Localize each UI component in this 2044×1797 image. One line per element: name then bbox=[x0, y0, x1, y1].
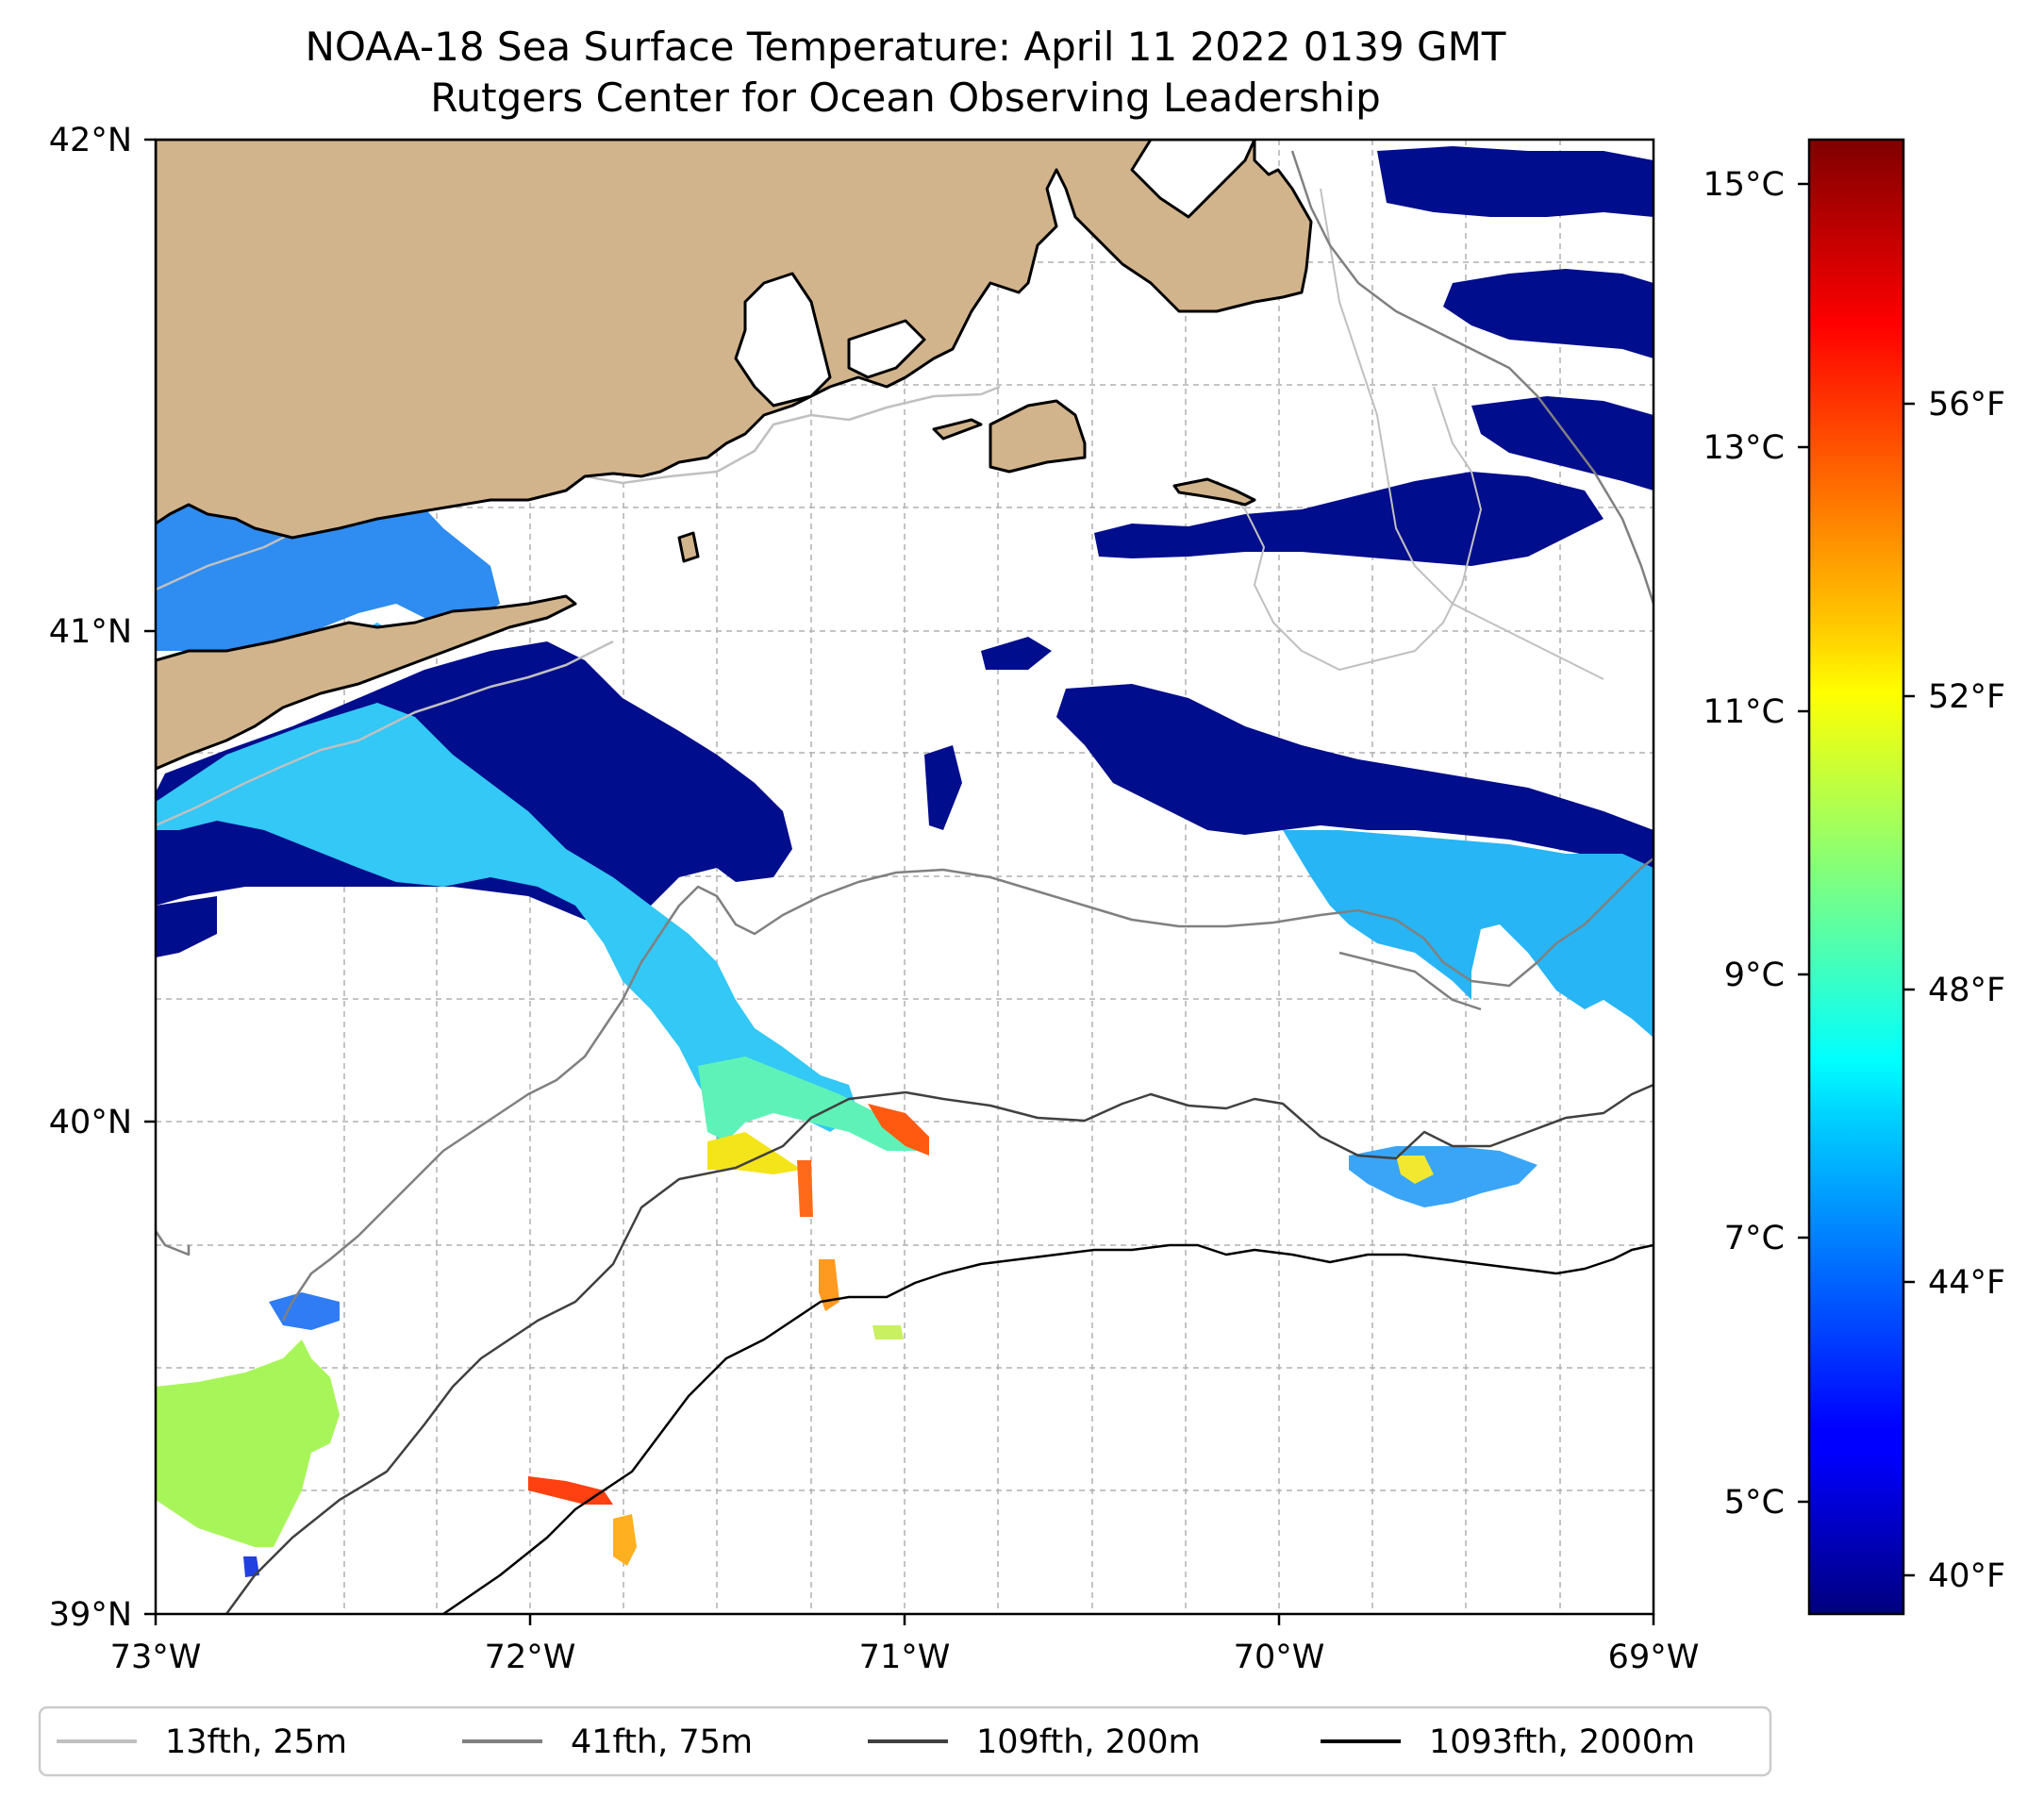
x-tick-label: 69°W bbox=[1608, 1639, 1700, 1676]
sst-fragment-canyon-3 bbox=[819, 1259, 839, 1311]
buzzards-bay bbox=[847, 319, 926, 379]
contour-25m-georges bbox=[1320, 188, 1604, 680]
sst-fragment-canyon-4 bbox=[872, 1325, 904, 1339]
colorbar-celsius-label: 9°C bbox=[1724, 957, 1785, 994]
contour-75m-2 bbox=[1290, 150, 1653, 605]
colorbar-celsius-label: 15°C bbox=[1703, 166, 1785, 204]
sst-southwest-cold-2 bbox=[243, 1556, 259, 1577]
y-tick-label: 42°N bbox=[49, 122, 132, 159]
y-tick-label: 41°N bbox=[49, 613, 132, 651]
colorbar-fahrenheit-label: 52°F bbox=[1928, 678, 2005, 716]
sst-cold-fragment-2 bbox=[924, 745, 962, 830]
x-tick-label: 71°W bbox=[859, 1639, 951, 1676]
sst-shelf-edge-patch bbox=[1349, 1146, 1537, 1207]
contour-75m-1 bbox=[156, 857, 1653, 1322]
contour-25m-2 bbox=[156, 640, 614, 827]
legend-label-25m: 13fth, 25m bbox=[165, 1723, 347, 1761]
colorbar-celsius-label: 11°C bbox=[1703, 693, 1785, 731]
sst-data bbox=[156, 140, 1653, 1577]
legend-label-75m: 41fth, 75m bbox=[571, 1723, 753, 1761]
legend: 13fth, 25m 41fth, 75m 109fth, 200m 1093f… bbox=[38, 1705, 1772, 1777]
sst-nantucket-cold bbox=[1056, 684, 1653, 868]
x-axis bbox=[154, 1614, 1655, 1625]
contour-75m-3 bbox=[1338, 951, 1482, 1011]
colorbar bbox=[1807, 138, 1905, 1616]
title-line-1: NOAA-18 Sea Surface Temperature: April 1… bbox=[306, 24, 1506, 70]
sst-warm-edge-1 bbox=[707, 1132, 802, 1174]
colorbar-fahrenheit-label: 48°F bbox=[1928, 972, 2005, 1009]
colorbar-celsius-label: 7°C bbox=[1724, 1220, 1785, 1257]
sst-cold-fragment-1 bbox=[981, 637, 1052, 670]
x-tick-label: 70°W bbox=[1234, 1639, 1325, 1676]
colorbar-celsius-label: 13°C bbox=[1703, 429, 1785, 467]
sst-green-patch-shelf bbox=[698, 1057, 924, 1151]
sst-southwest-cold-1 bbox=[269, 1292, 340, 1330]
legend-label-2000m: 1093fth, 2000m bbox=[1429, 1723, 1695, 1761]
y-tick-label: 39°N bbox=[49, 1596, 132, 1634]
narragansett-bay bbox=[734, 272, 832, 408]
sst-shelf-edge-warm bbox=[1396, 1156, 1434, 1184]
sst-nantucket-cyan bbox=[1283, 830, 1653, 1038]
title-line-2: Rutgers Center for Ocean Observing Leade… bbox=[430, 75, 1381, 121]
sst-georges-cold-4 bbox=[1377, 146, 1653, 217]
colorbar-celsius-label: 5°C bbox=[1724, 1484, 1785, 1522]
sst-fragment-canyon-2 bbox=[613, 1514, 637, 1566]
land-long-island bbox=[156, 594, 577, 771]
sst-warm-edge-2 bbox=[868, 1104, 929, 1156]
land-block-island bbox=[677, 531, 700, 563]
sst-georges-cold-3 bbox=[1471, 396, 1653, 491]
contour-25m-nantucket bbox=[1216, 386, 1482, 671]
x-tick-label: 73°W bbox=[110, 1639, 202, 1676]
land-martha-vineyard bbox=[989, 399, 1087, 474]
sst-cyan-tongue bbox=[156, 703, 858, 1141]
colorbar-fahrenheit-label: 44°F bbox=[1928, 1264, 2005, 1302]
sst-western-cold-fringe bbox=[156, 896, 217, 957]
y-tick-label: 40°N bbox=[49, 1104, 132, 1141]
contour-200m bbox=[224, 1083, 1653, 1614]
colorbar-celsius-ticks bbox=[1798, 182, 1809, 1504]
map-area bbox=[156, 140, 1653, 1614]
land-nantucket bbox=[1172, 477, 1256, 507]
land-new-england bbox=[156, 140, 1313, 540]
colorbar-fahrenheit-ticks bbox=[1903, 402, 1915, 1577]
sst-georges-cold-2 bbox=[1443, 269, 1653, 358]
cape-cod-bay bbox=[1130, 140, 1256, 219]
sst-southwest-warm bbox=[156, 1339, 340, 1547]
sst-georges-cold-1 bbox=[1094, 472, 1604, 566]
sst-warm-edge-3 bbox=[797, 1160, 813, 1217]
land bbox=[156, 140, 1313, 771]
colorbar-fahrenheit-label: 56°F bbox=[1928, 386, 2005, 424]
x-tick-label: 72°W bbox=[485, 1639, 576, 1676]
bays bbox=[734, 140, 1256, 408]
colorbar-fahrenheit-label: 40°F bbox=[1928, 1557, 2005, 1595]
land-elizabeth-islands bbox=[932, 418, 983, 441]
y-axis bbox=[144, 138, 156, 1616]
legend-label-200m: 109fth, 200m bbox=[976, 1723, 1201, 1761]
contour-2000m bbox=[442, 1243, 1653, 1614]
sst-long-island-sound bbox=[156, 491, 500, 660]
